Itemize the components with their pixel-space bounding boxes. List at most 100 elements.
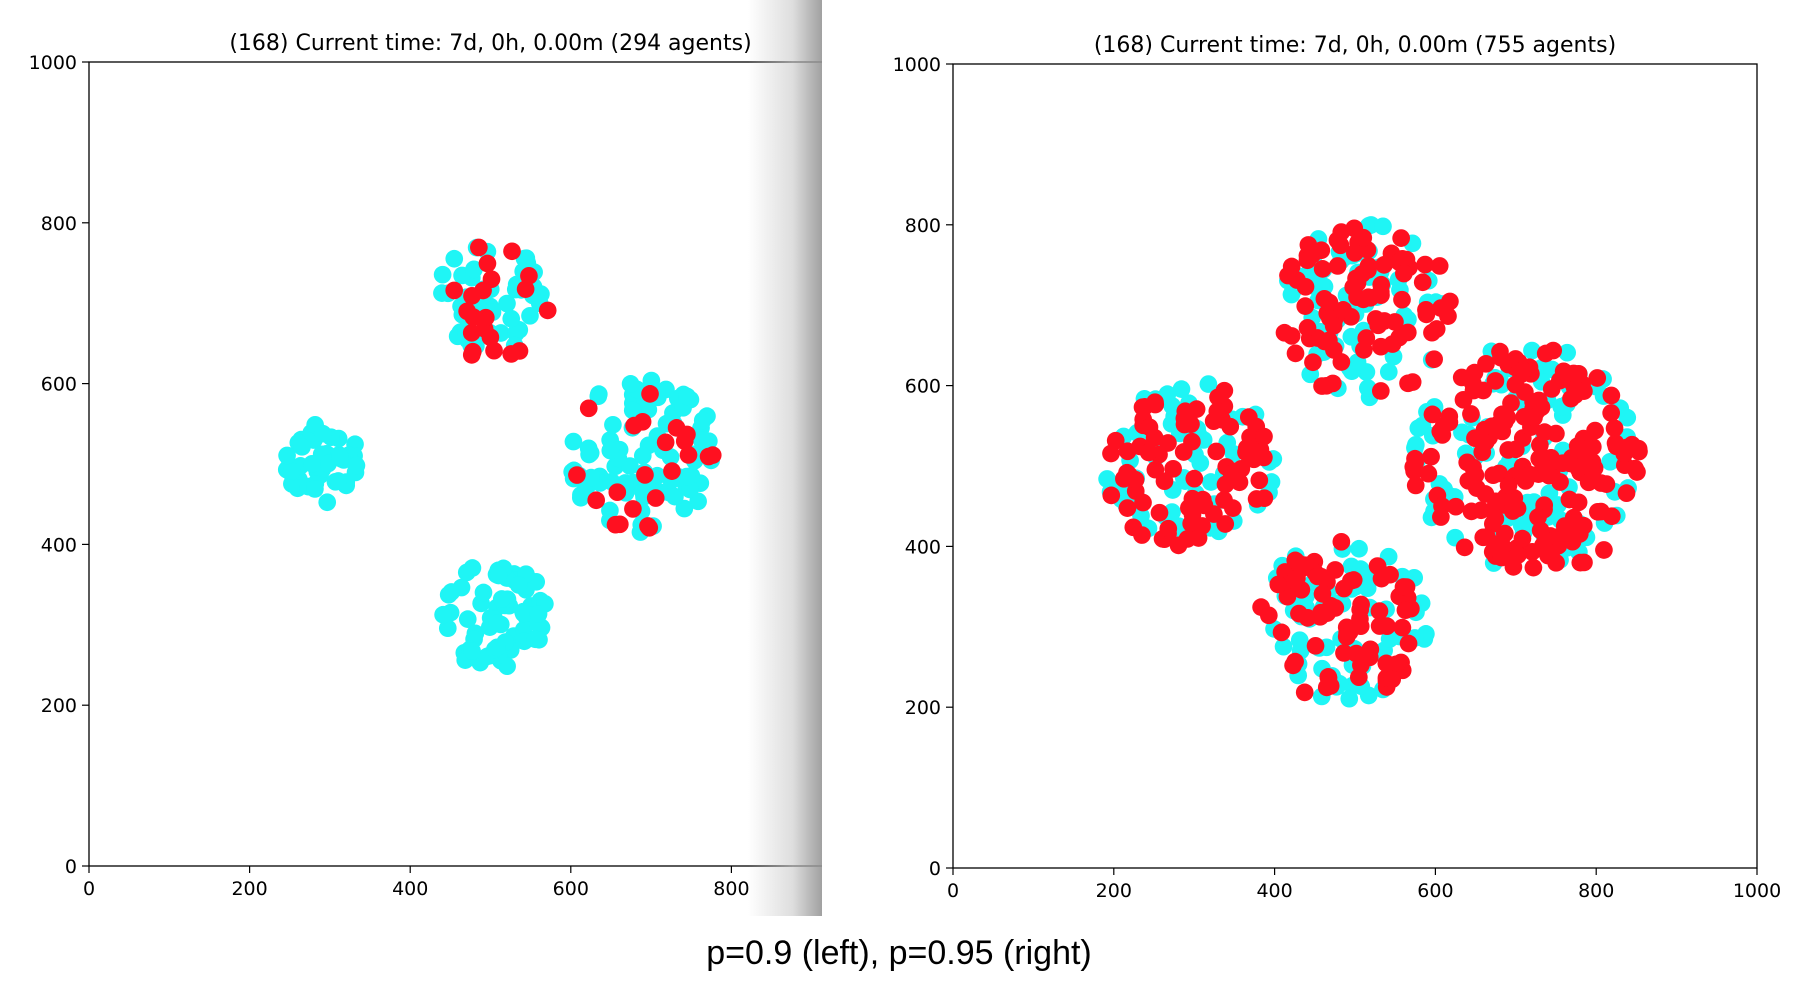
infected-agent-point bbox=[1506, 440, 1525, 459]
agent-points bbox=[1098, 216, 1648, 708]
infected-agent-point bbox=[1399, 634, 1418, 653]
susceptible-agent-point bbox=[621, 375, 640, 393]
infected-agent-point bbox=[1531, 521, 1550, 540]
susceptible-agent-point bbox=[1163, 503, 1181, 521]
infected-agent-point bbox=[1324, 374, 1342, 393]
infected-agent-point bbox=[1371, 382, 1390, 400]
susceptible-agent-point bbox=[1409, 419, 1428, 438]
infected-agent-point bbox=[1337, 627, 1356, 646]
infected-agent-point bbox=[1542, 380, 1561, 398]
susceptible-agent-point bbox=[1406, 435, 1425, 454]
susceptible-agent-point bbox=[474, 583, 493, 602]
susceptible-agent-point bbox=[458, 610, 477, 628]
infected-agent-point bbox=[1403, 373, 1422, 391]
right-plot-panel: (168) Current time: 7d, 0h, 0.00m (755 a… bbox=[822, 0, 1798, 916]
infected-agent-point bbox=[1492, 548, 1511, 567]
susceptible-agent-point bbox=[526, 630, 545, 649]
susceptible-agent-point bbox=[582, 468, 600, 487]
susceptible-agent-point bbox=[282, 462, 301, 480]
infected-agent-point bbox=[1347, 644, 1366, 663]
susceptible-agent-point bbox=[1172, 380, 1191, 398]
infected-agent-point bbox=[1118, 499, 1137, 517]
infected-agent-point bbox=[1169, 536, 1188, 555]
infected-agent-point bbox=[1575, 382, 1593, 400]
infected-agent-point bbox=[1352, 595, 1370, 614]
infected-agent-point bbox=[1555, 517, 1574, 535]
infected-agent-point bbox=[538, 301, 557, 320]
infected-agent-point bbox=[1617, 484, 1636, 502]
infected-agent-point bbox=[1341, 572, 1360, 590]
infected-agent-point bbox=[470, 238, 488, 257]
susceptible-agent-point bbox=[1601, 452, 1619, 471]
infected-agent-point bbox=[1463, 374, 1482, 393]
infected-agent-point bbox=[1440, 413, 1459, 432]
y-tick-label: 600 bbox=[905, 376, 941, 398]
susceptible-agent-point bbox=[675, 499, 694, 518]
x-tick-label: 400 bbox=[392, 878, 428, 900]
infected-agent-point bbox=[1124, 518, 1143, 537]
infected-agent-point bbox=[1255, 489, 1274, 508]
susceptible-agent-point bbox=[1202, 473, 1220, 491]
susceptible-agent-point bbox=[1379, 363, 1398, 381]
infected-agent-point bbox=[1398, 323, 1417, 342]
infected-agent-point bbox=[1118, 442, 1137, 461]
infected-agent-point bbox=[1272, 623, 1291, 642]
infected-agent-point bbox=[608, 483, 627, 502]
infected-agent-point bbox=[1462, 405, 1480, 423]
infected-agent-point bbox=[1349, 668, 1368, 687]
infected-agent-point bbox=[1392, 229, 1410, 247]
infected-agent-point bbox=[1425, 350, 1443, 369]
susceptible-agent-point bbox=[1098, 470, 1116, 488]
y-tick-label: 200 bbox=[41, 695, 77, 717]
infected-agent-point bbox=[445, 281, 464, 300]
infected-agent-point bbox=[1524, 558, 1543, 577]
infected-agent-point bbox=[1304, 353, 1322, 372]
infected-agent-point bbox=[1375, 256, 1393, 274]
infected-agent-point bbox=[1493, 405, 1511, 424]
susceptible-agent-point bbox=[313, 424, 332, 443]
susceptible-agent-point bbox=[318, 493, 337, 512]
infected-agent-point bbox=[1303, 245, 1322, 264]
susceptible-agent-point bbox=[306, 480, 324, 498]
susceptible-agent-point bbox=[1350, 539, 1368, 558]
susceptible-agent-point bbox=[465, 260, 483, 279]
susceptible-agent-point bbox=[463, 559, 482, 577]
infected-agent-point bbox=[1368, 557, 1387, 575]
infected-agent-point bbox=[516, 280, 535, 298]
susceptible-agent-point bbox=[604, 415, 622, 434]
susceptible-agent-point bbox=[678, 387, 696, 406]
infected-agent-point bbox=[1313, 260, 1332, 278]
infected-agent-point bbox=[636, 466, 654, 484]
susceptible-agent-point bbox=[1558, 343, 1577, 362]
infected-agent-point bbox=[1195, 496, 1214, 515]
infected-agent-point bbox=[463, 287, 481, 305]
susceptible-agent-point bbox=[1358, 579, 1377, 598]
infected-agent-point bbox=[1321, 677, 1340, 695]
infected-agent-point bbox=[1102, 486, 1121, 505]
infected-agent-point bbox=[641, 385, 659, 403]
infected-agent-point bbox=[1306, 636, 1325, 655]
susceptible-agent-point bbox=[488, 614, 507, 632]
infected-agent-point bbox=[520, 267, 538, 285]
infected-agent-point bbox=[1486, 372, 1505, 390]
infected-agent-point bbox=[1514, 361, 1532, 379]
infected-agent-point bbox=[1290, 604, 1308, 623]
y-tick-label: 400 bbox=[41, 534, 77, 556]
infected-agent-point bbox=[1499, 476, 1518, 495]
infected-agent-point bbox=[1455, 538, 1474, 557]
infected-agent-point bbox=[679, 446, 698, 464]
infected-agent-point bbox=[464, 308, 483, 326]
infected-agent-point bbox=[1140, 418, 1159, 437]
infected-agent-point bbox=[1396, 601, 1415, 620]
susceptible-agent-point bbox=[278, 446, 296, 465]
susceptible-agent-point bbox=[492, 590, 511, 608]
susceptible-agent-point bbox=[529, 605, 548, 623]
y-tick-label: 200 bbox=[905, 697, 941, 719]
infected-agent-point bbox=[1176, 402, 1195, 421]
susceptible-agent-point bbox=[1282, 285, 1301, 304]
susceptible-agent-point bbox=[564, 432, 583, 451]
infected-agent-point bbox=[1193, 517, 1211, 535]
infected-agent-point bbox=[1554, 362, 1573, 381]
infected-agent-point bbox=[1406, 454, 1424, 472]
infected-agent-point bbox=[1118, 463, 1136, 482]
